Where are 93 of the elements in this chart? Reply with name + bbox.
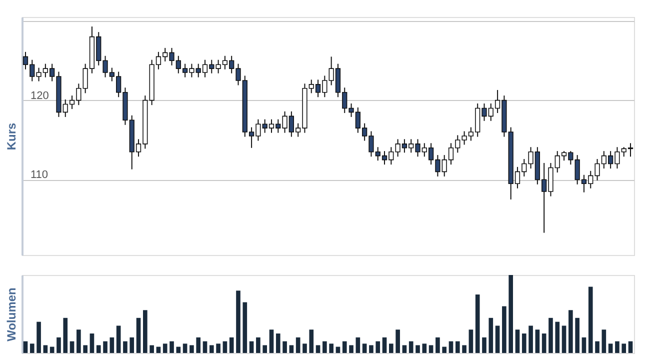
bar (269, 330, 274, 353)
bar (309, 330, 314, 353)
bar (276, 334, 280, 353)
bar (522, 334, 526, 353)
bar (428, 345, 434, 353)
bar (568, 310, 573, 353)
bar (436, 337, 440, 353)
bar (176, 346, 181, 353)
bar (515, 330, 520, 353)
bar (455, 341, 460, 353)
bar (242, 302, 248, 353)
bar (548, 318, 553, 353)
bar (90, 334, 94, 353)
bar (236, 290, 240, 353)
bar (555, 322, 560, 353)
bar (595, 341, 600, 353)
bar (382, 337, 387, 353)
bar (70, 341, 74, 353)
bar (608, 344, 613, 353)
bar (622, 344, 626, 353)
bar (170, 341, 174, 353)
bar (329, 344, 334, 353)
bar (316, 345, 320, 353)
bar (56, 337, 61, 353)
bar (528, 326, 533, 353)
bar (162, 344, 168, 353)
bar (262, 345, 267, 353)
bar (508, 275, 513, 353)
bar (562, 326, 566, 353)
y-axis-title: Wolumen (4, 288, 18, 342)
bar (602, 330, 606, 353)
bar (462, 345, 466, 353)
bar (342, 341, 347, 353)
bar (362, 344, 367, 353)
bar (488, 318, 494, 353)
bar (182, 344, 188, 353)
bar (150, 345, 154, 353)
bar (575, 318, 580, 353)
bar (422, 344, 427, 353)
bar (83, 345, 88, 353)
bar (628, 341, 633, 353)
bar (36, 322, 41, 353)
bar (209, 345, 214, 353)
bar (468, 330, 474, 353)
bar (130, 337, 134, 353)
bar (96, 345, 101, 353)
bar (296, 337, 300, 353)
bar (369, 345, 374, 353)
bar (229, 337, 234, 353)
bar (63, 318, 68, 353)
bar (110, 337, 114, 353)
bar (349, 345, 354, 353)
bar (289, 345, 294, 353)
bar (615, 341, 620, 353)
bar (216, 344, 220, 353)
bar (143, 310, 148, 353)
bar (23, 341, 28, 353)
bar (376, 341, 380, 353)
bar (542, 334, 546, 353)
bar (190, 345, 194, 353)
bar (475, 294, 480, 353)
bar (535, 330, 540, 353)
bar (356, 337, 360, 353)
bar (256, 337, 260, 353)
bar (588, 286, 593, 353)
bar (196, 337, 201, 353)
bar (116, 326, 121, 353)
bar (442, 346, 447, 353)
bar (495, 326, 500, 353)
bar (103, 341, 108, 353)
bar (123, 341, 128, 353)
bar (43, 345, 48, 353)
bar (322, 341, 327, 353)
bar (482, 337, 486, 353)
bar (222, 341, 228, 353)
bar (282, 341, 287, 353)
bar (416, 345, 420, 353)
bar (502, 306, 506, 353)
bar (582, 337, 586, 353)
y-axis-title: Kurs (4, 122, 18, 150)
bar (249, 341, 254, 353)
bar (30, 344, 34, 353)
bar (396, 330, 400, 353)
bar (402, 345, 407, 353)
bar (76, 330, 81, 353)
bar (408, 341, 414, 353)
bar (202, 341, 208, 353)
bar (448, 341, 454, 353)
bar (302, 344, 307, 353)
bar (389, 344, 394, 353)
y-tick-label: 120 (30, 90, 49, 102)
y-tick-label: 110 (30, 169, 48, 182)
bar (136, 318, 141, 353)
